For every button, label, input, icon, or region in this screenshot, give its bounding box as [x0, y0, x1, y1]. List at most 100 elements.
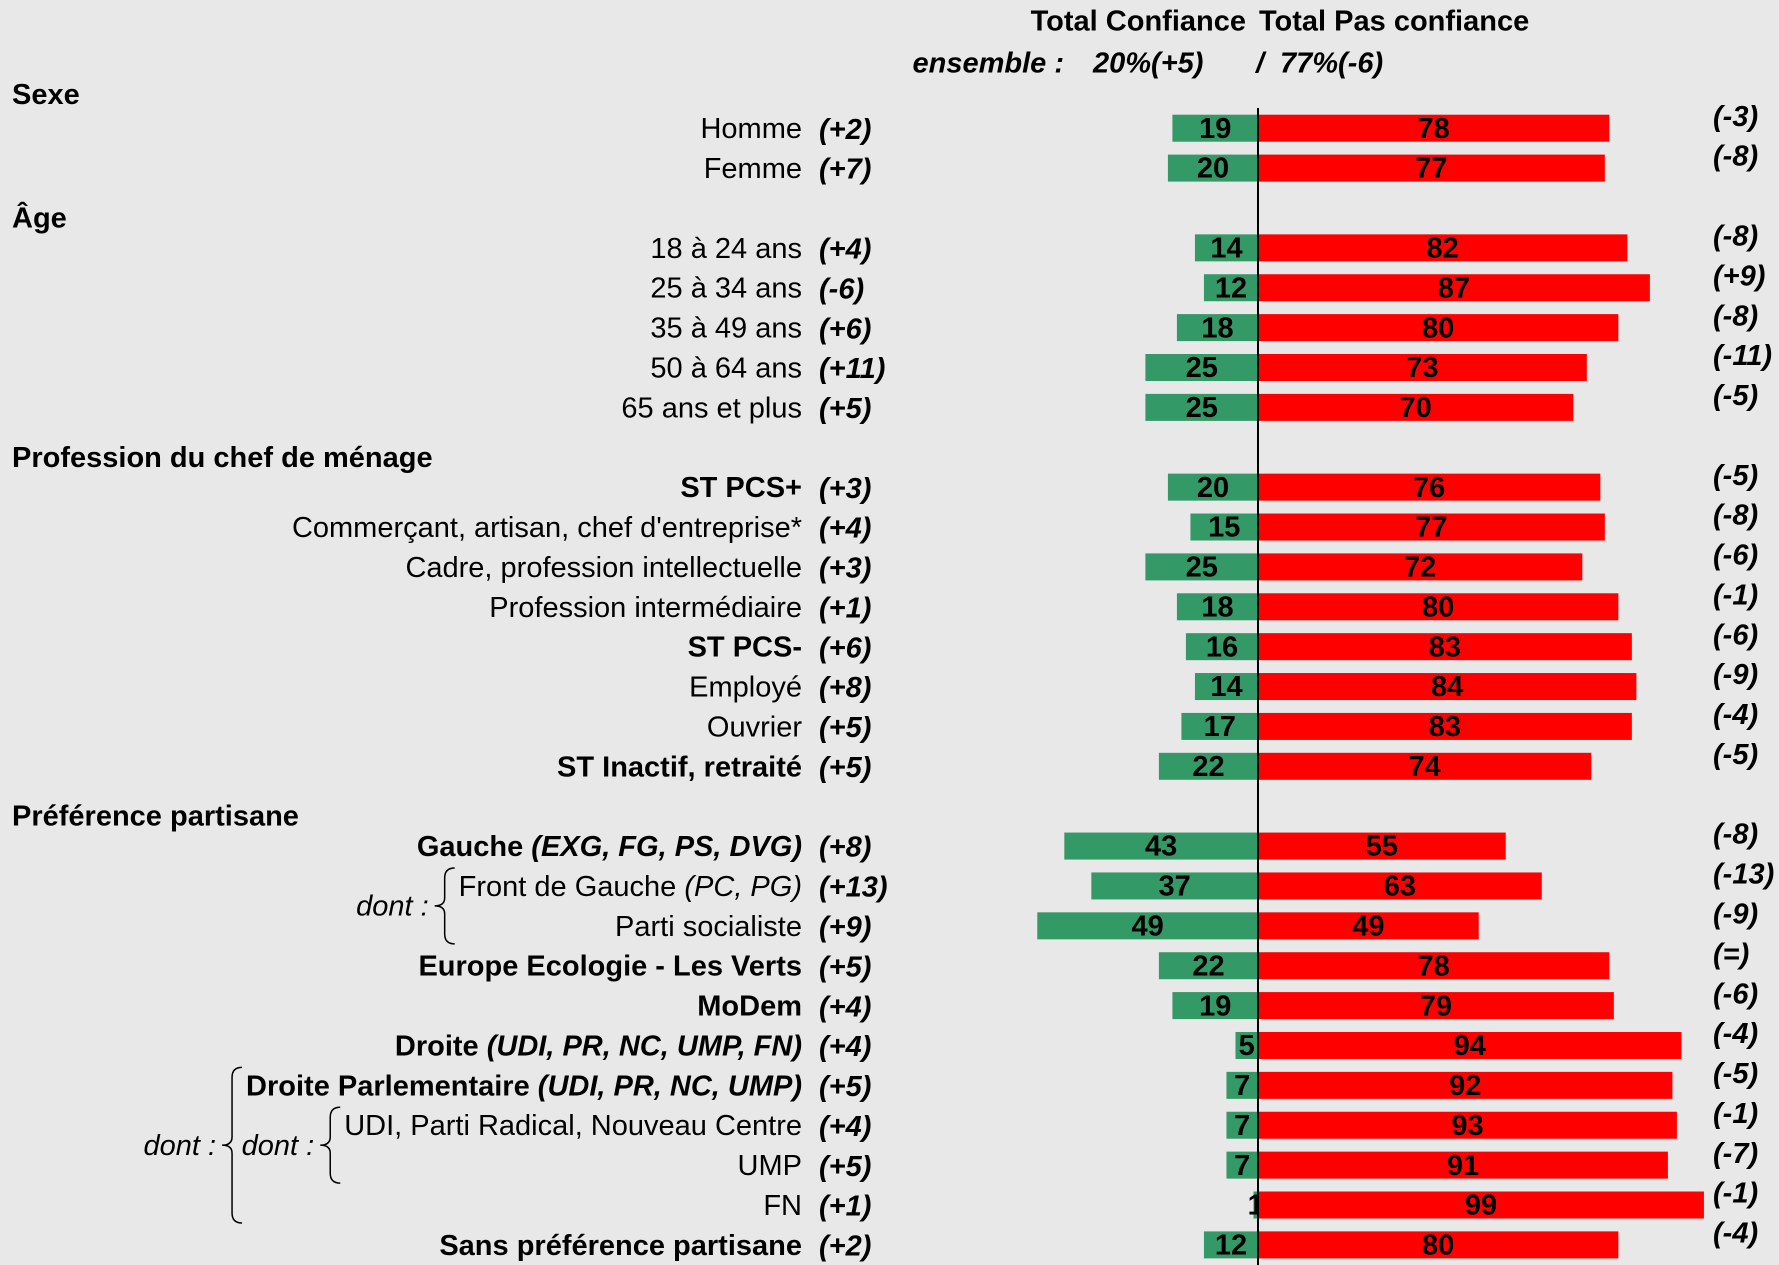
bar — [1258, 1191, 1704, 1219]
category-label: Femme — [704, 153, 802, 185]
change-label: (+4) — [819, 1031, 871, 1063]
category-label: Droite Parlementaire (UDI, PR, NC, UMP) — [246, 1070, 802, 1102]
category-name: Droite Parlementaire — [246, 1070, 530, 1102]
change-label: (+5) — [819, 951, 871, 983]
section-title: Préférence partisane — [12, 801, 299, 833]
value-label: 25 — [1186, 552, 1218, 584]
change-label: (-5) — [1713, 739, 1758, 771]
category-name: UDI, Parti Radical, Nouveau Centre — [344, 1110, 802, 1142]
change-label: (-7) — [1713, 1138, 1758, 1170]
value-label: 63 — [1384, 871, 1416, 903]
change-label: (-8) — [1713, 500, 1758, 532]
bar — [1258, 274, 1650, 302]
value-label: 20 — [1197, 472, 1229, 504]
change-label: (+2) — [819, 114, 871, 146]
category-label: Europe Ecologie - Les Verts — [418, 950, 802, 982]
category-name: Parti socialiste — [615, 910, 802, 942]
category-name: 18 à 24 ans — [650, 233, 802, 265]
bar — [1258, 633, 1632, 661]
category-label: 50 à 64 ans — [650, 352, 802, 384]
category-label: UMP — [738, 1150, 802, 1182]
change-label: (-6) — [1713, 978, 1758, 1010]
bar — [1194, 673, 1258, 701]
value-label: 77 — [1415, 153, 1447, 185]
bar — [1258, 1231, 1619, 1259]
bar — [1145, 553, 1258, 581]
category-name: Cadre, profession intellectuelle — [405, 552, 802, 584]
category-name: Commerçant, artisan, chef d'entreprise* — [292, 512, 802, 544]
value-label: 80 — [1422, 312, 1454, 344]
value-label: 92 — [1449, 1070, 1481, 1102]
overall-value: 20%(+5) — [1092, 48, 1203, 80]
value-label: 12 — [1215, 1230, 1247, 1262]
value-label: 94 — [1454, 1030, 1486, 1062]
change-label: (+9) — [1713, 260, 1765, 292]
value-label: 74 — [1409, 751, 1441, 783]
category-label: Profession intermédiaire — [489, 591, 802, 623]
value-label: 78 — [1418, 950, 1450, 982]
value-label: 7 — [1234, 1070, 1250, 1102]
change-label: (-6) — [1713, 619, 1758, 651]
brace — [434, 867, 455, 945]
value-label: 20 — [1197, 153, 1229, 185]
value-label: 7 — [1234, 1150, 1250, 1182]
category-name: Europe Ecologie - Les Verts — [418, 950, 802, 982]
change-label: (+6) — [819, 313, 871, 345]
change-label: (+4) — [819, 234, 871, 266]
category-name: Profession intermédiaire — [489, 591, 802, 623]
bar — [1258, 673, 1637, 701]
bar — [1037, 912, 1258, 940]
category-space — [530, 1070, 538, 1102]
category-label: Homme — [700, 113, 802, 145]
category-label: ST Inactif, retraité — [557, 751, 802, 783]
category-label: Commerçant, artisan, chef d'entreprise* — [292, 512, 802, 544]
bar — [1258, 553, 1583, 581]
value-label: 99 — [1465, 1190, 1497, 1222]
change-label: (+5) — [819, 1071, 871, 1103]
bar — [1258, 114, 1610, 142]
value-label: 12 — [1215, 272, 1247, 304]
bar — [1181, 712, 1258, 740]
bar — [1167, 473, 1258, 501]
section-title: Âge — [12, 201, 67, 235]
overall-label: ensemble : — [913, 48, 1065, 80]
change-label: (-9) — [1713, 659, 1758, 691]
category-name: Employé — [689, 671, 802, 703]
category-label: MoDem — [697, 990, 802, 1022]
value-label: 19 — [1199, 990, 1231, 1022]
overall-separator: / — [1254, 48, 1267, 80]
bar — [1258, 1111, 1677, 1139]
category-name: ST Inactif, retraité — [557, 751, 802, 783]
value-label: 73 — [1406, 352, 1438, 384]
change-label: (-4) — [1713, 1218, 1758, 1250]
value-label: 43 — [1145, 831, 1177, 863]
value-label: 80 — [1422, 1230, 1454, 1262]
category-name: FN — [763, 1190, 802, 1222]
category-space — [479, 1030, 487, 1062]
bar — [1226, 1071, 1258, 1099]
bar — [1258, 952, 1610, 980]
change-label: (-8) — [1713, 221, 1758, 253]
bar — [1167, 154, 1258, 182]
bar — [1203, 274, 1258, 302]
category-qualifier: (UDI, PR, NC, UMP) — [538, 1070, 802, 1102]
category-name: UMP — [738, 1150, 802, 1182]
change-label: (+5) — [819, 1151, 871, 1183]
change-label: (+5) — [819, 393, 871, 425]
category-space — [676, 871, 684, 903]
category-label: Employé — [689, 671, 802, 703]
value-label: 70 — [1400, 392, 1432, 424]
category-label: Front de Gauche (PC, PG) — [459, 871, 802, 903]
section-title: Profession du chef de ménage — [12, 442, 433, 474]
value-label: 87 — [1438, 272, 1470, 304]
bar — [1258, 513, 1605, 541]
category-label: Gauche (EXG, FG, PS, DVG) — [417, 831, 802, 863]
change-label: (+6) — [819, 632, 871, 664]
bar — [1235, 1031, 1258, 1059]
value-label: 82 — [1427, 233, 1459, 265]
bar — [1258, 393, 1574, 421]
annotation: dont : — [143, 1130, 216, 1162]
value-label: 18 — [1201, 312, 1233, 344]
change-label: (-3) — [1713, 101, 1758, 133]
